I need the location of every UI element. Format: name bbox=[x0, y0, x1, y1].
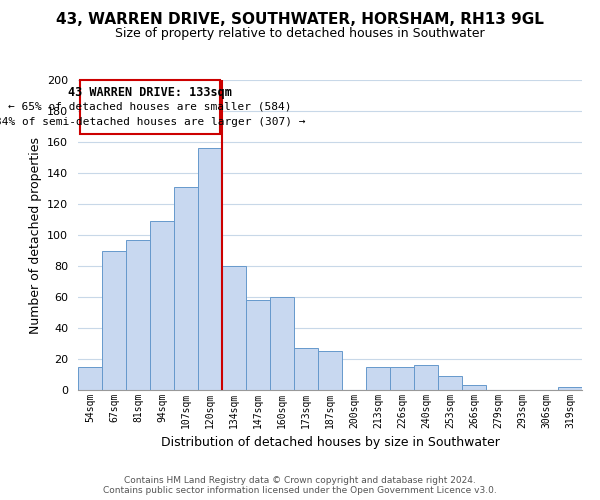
Bar bbox=[462, 386, 486, 390]
Text: Contains HM Land Registry data © Crown copyright and database right 2024.
Contai: Contains HM Land Registry data © Crown c… bbox=[103, 476, 497, 495]
X-axis label: Distribution of detached houses by size in Southwater: Distribution of detached houses by size … bbox=[161, 436, 499, 450]
Bar bbox=[318, 351, 342, 390]
Bar bbox=[150, 221, 174, 390]
Bar bbox=[414, 365, 438, 390]
Bar bbox=[390, 367, 414, 390]
Bar bbox=[102, 250, 126, 390]
Text: 43, WARREN DRIVE, SOUTHWATER, HORSHAM, RH13 9GL: 43, WARREN DRIVE, SOUTHWATER, HORSHAM, R… bbox=[56, 12, 544, 28]
Bar bbox=[222, 266, 246, 390]
Bar bbox=[438, 376, 462, 390]
Text: ← 65% of detached houses are smaller (584): ← 65% of detached houses are smaller (58… bbox=[8, 102, 292, 112]
Bar bbox=[558, 387, 582, 390]
Text: Size of property relative to detached houses in Southwater: Size of property relative to detached ho… bbox=[115, 28, 485, 40]
Text: 43 WARREN DRIVE: 133sqm: 43 WARREN DRIVE: 133sqm bbox=[68, 86, 232, 99]
Text: 34% of semi-detached houses are larger (307) →: 34% of semi-detached houses are larger (… bbox=[0, 117, 305, 127]
Y-axis label: Number of detached properties: Number of detached properties bbox=[29, 136, 41, 334]
Bar bbox=[294, 348, 318, 390]
Bar bbox=[366, 367, 390, 390]
Bar bbox=[198, 148, 222, 390]
Bar bbox=[78, 367, 102, 390]
Bar bbox=[246, 300, 270, 390]
Bar bbox=[126, 240, 150, 390]
Bar bbox=[270, 297, 294, 390]
Bar bbox=[174, 187, 198, 390]
FancyBboxPatch shape bbox=[80, 80, 220, 134]
